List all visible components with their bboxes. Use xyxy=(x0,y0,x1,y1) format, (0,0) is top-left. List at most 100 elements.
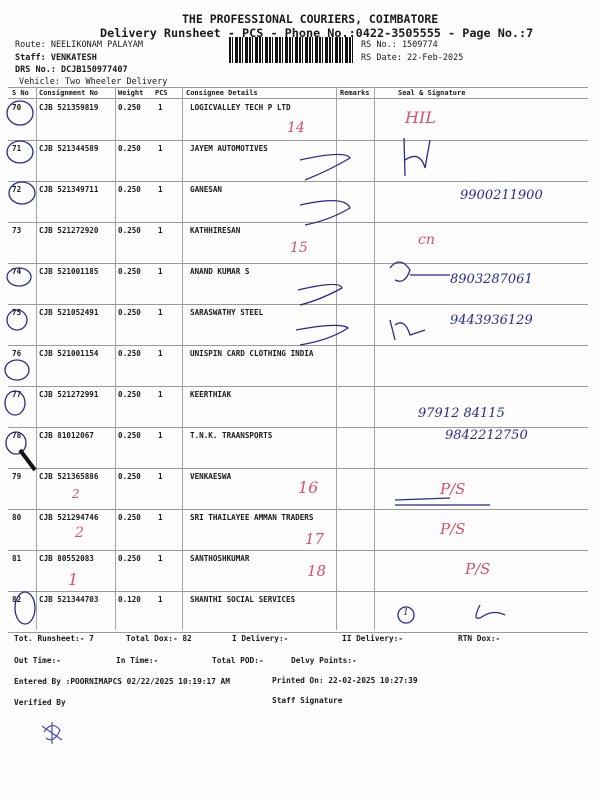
row-divider xyxy=(8,263,588,264)
cell-sno: 81 xyxy=(12,554,22,563)
cell-pcs: 1 xyxy=(158,472,163,481)
cell-consignee: SANTHOSHKUMAR xyxy=(190,554,250,563)
i-delivery: I Delivery:- xyxy=(232,634,289,643)
cell-weight: 0.250 xyxy=(118,185,141,194)
cell-weight: 0.250 xyxy=(118,349,141,358)
row-divider xyxy=(8,550,588,551)
in-time: In Time:- xyxy=(116,656,159,665)
rs-number: RS No.: 1509774 xyxy=(361,40,438,50)
cell-sno: 77 xyxy=(12,390,22,399)
cell-weight: 0.250 xyxy=(118,431,141,440)
ink-blot xyxy=(18,448,37,472)
handwritten-phone: 9900211900 xyxy=(460,188,543,203)
handwritten-note: P/S xyxy=(440,480,466,498)
ii-delivery: II Delivery:- xyxy=(342,634,404,643)
cell-cn: CJB 521001185 xyxy=(39,267,99,276)
row-divider xyxy=(8,591,588,592)
row-divider xyxy=(8,222,588,223)
cell-consignee: GANESAN xyxy=(190,185,223,194)
handwritten-note: P/S xyxy=(465,560,491,578)
cell-consignee: JAYEM AUTOMOTIVES xyxy=(190,144,268,153)
printed-on: Printed On: 22-02-2025 10:27:39 xyxy=(272,676,418,685)
divider xyxy=(374,87,375,630)
row-divider xyxy=(8,140,588,141)
out-time: Out Time:- xyxy=(14,656,61,665)
circle-mark xyxy=(6,100,34,126)
cell-weight: 0.250 xyxy=(118,226,141,235)
route: Route: NEELIKONAM PALAYAM xyxy=(15,40,143,50)
cell-weight: 0.250 xyxy=(118,513,141,522)
cell-consignee: SRI THAILAYEE AMMAN TRADERS xyxy=(190,513,314,522)
arrow-mark xyxy=(299,153,351,181)
cell-cn: CJB 521344703 xyxy=(39,595,99,604)
cell-consignee: KEERTHIAK xyxy=(190,390,232,399)
column-header-consignee: Consignee Details xyxy=(186,89,258,97)
row-divider xyxy=(8,345,588,346)
cell-sno: 72 xyxy=(12,185,22,194)
handwritten-phone: 8903287061 xyxy=(450,272,533,287)
cell-weight: 0.120 xyxy=(118,595,141,604)
vehicle: Vehicle: Two Wheeler Delivery xyxy=(19,77,168,87)
cell-sno: 80 xyxy=(12,513,22,522)
column-header-consignment: Consignment No xyxy=(39,89,99,97)
divider xyxy=(182,87,183,630)
cell-consignee: UNISPIN CARD CLOTHING INDIA xyxy=(190,349,314,358)
cell-sno: 74 xyxy=(12,267,22,276)
cell-consignee: T.N.K. TRAANSPORTS xyxy=(190,431,273,440)
cell-cn: CJB 521365886 xyxy=(39,472,99,481)
column-header-weight: Weight xyxy=(118,89,144,97)
verifier-signature xyxy=(41,722,63,744)
cell-pcs: 1 xyxy=(158,349,163,358)
handwritten-phone: 97912 84115 xyxy=(418,406,505,421)
cell-pcs: 1 xyxy=(158,103,163,112)
circle-mark xyxy=(8,181,36,205)
circle-mark xyxy=(6,140,34,164)
cell-cn: CJB 80552083 xyxy=(39,554,94,563)
cell-cn: CJB 521001154 xyxy=(39,349,99,358)
cell-weight: 0.250 xyxy=(118,144,141,153)
row-divider xyxy=(8,304,588,305)
cell-weight: 0.250 xyxy=(118,472,141,481)
rtn-dox: RTN Dox:- xyxy=(458,634,501,643)
cell-pcs: 1 xyxy=(158,185,163,194)
column-header-sno: S No xyxy=(12,89,29,97)
divider xyxy=(8,98,588,99)
drs-number: DRS No.: DCJB150977407 xyxy=(15,65,128,75)
circle-mark xyxy=(4,359,30,381)
signature-mark xyxy=(394,497,490,506)
total-pod: Total POD:- xyxy=(212,656,264,665)
cell-cn: CJB 521272920 xyxy=(39,226,99,235)
cell-cn: CJB 521272991 xyxy=(39,390,99,399)
circle-mark xyxy=(4,390,26,416)
staff-signature: Staff Signature xyxy=(272,696,343,705)
row-divider xyxy=(8,181,588,182)
signature-mark xyxy=(389,261,450,282)
entered-by: Entered By :POORNIMAPCS 02/22/2025 10:19… xyxy=(14,677,230,686)
handwritten-note: 18 xyxy=(307,562,327,580)
cell-consignee: KATHHIRESAN xyxy=(190,226,241,235)
handwritten-note: 1 xyxy=(68,570,79,589)
staff: Staff: VENKATESH xyxy=(15,53,97,63)
cell-weight: 0.250 xyxy=(118,554,141,563)
cell-consignee: LOGICVALLEY TECH P LTD xyxy=(190,103,291,112)
cell-pcs: 1 xyxy=(158,308,163,317)
row-divider xyxy=(8,632,588,633)
circle-mark xyxy=(5,431,27,455)
cell-cn: CJB 521294746 xyxy=(39,513,99,522)
handwritten-note: 15 xyxy=(290,240,308,256)
cell-consignee: VENKAESWA xyxy=(190,472,232,481)
cell-pcs: 1 xyxy=(158,267,163,276)
divider xyxy=(115,87,116,630)
cell-consignee: SARASWATHY STEEL xyxy=(190,308,264,317)
divider xyxy=(36,87,37,630)
cell-pcs: 1 xyxy=(158,513,163,522)
handwritten-note: 1 xyxy=(403,608,409,618)
cell-consignee: ANAND KUMAR S xyxy=(190,267,250,276)
rs-date: RS Date: 22-Feb-2025 xyxy=(361,53,464,63)
cell-sno: 78 xyxy=(12,431,22,440)
cell-pcs: 1 xyxy=(158,554,163,563)
cell-pcs: 1 xyxy=(158,226,163,235)
cell-cn: CJB 521359819 xyxy=(39,103,99,112)
